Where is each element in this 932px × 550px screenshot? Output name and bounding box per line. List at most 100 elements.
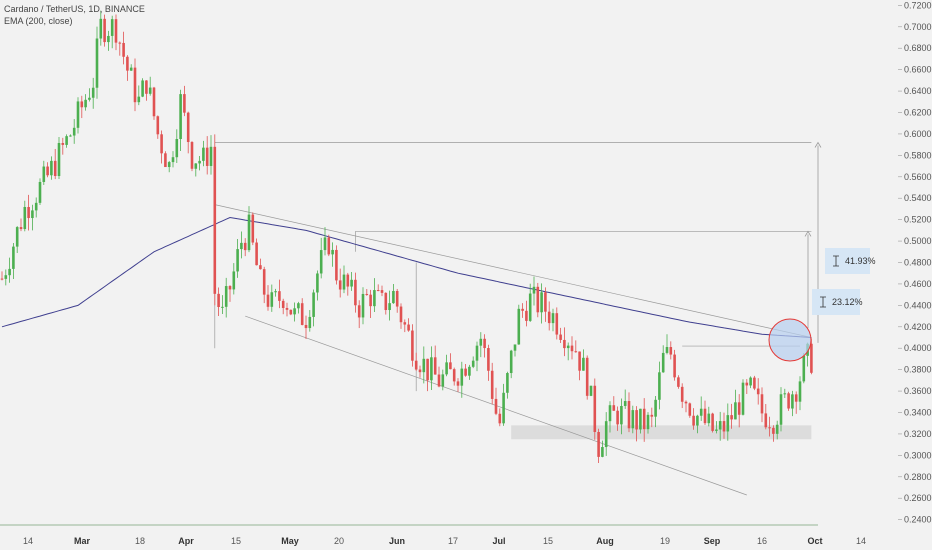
candle-body[interactable] xyxy=(589,385,593,396)
candle-body[interactable] xyxy=(506,373,509,393)
candle-body[interactable] xyxy=(414,360,418,370)
candle-body[interactable] xyxy=(756,388,760,395)
candle-body[interactable] xyxy=(753,377,756,389)
candle-body[interactable] xyxy=(80,101,84,108)
candle-body[interactable] xyxy=(783,393,787,395)
candle-body[interactable] xyxy=(126,56,129,71)
candle-body[interactable] xyxy=(323,237,327,251)
candle-body[interactable] xyxy=(228,286,232,290)
candle-body[interactable] xyxy=(350,279,353,287)
candle-body[interactable] xyxy=(411,330,414,361)
candle-body[interactable] xyxy=(544,292,547,312)
candle-body[interactable] xyxy=(251,214,255,243)
symbol-title[interactable]: Cardano / TetherUS, 1D, BINANCE xyxy=(4,4,145,14)
candle-body[interactable] xyxy=(513,344,517,351)
candle-body[interactable] xyxy=(555,313,559,335)
candle-body[interactable] xyxy=(76,101,80,128)
candle-body[interactable] xyxy=(692,415,695,426)
candle-body[interactable] xyxy=(787,393,790,409)
candle-body[interactable] xyxy=(213,146,217,294)
candle-body[interactable] xyxy=(452,369,456,382)
candle-body[interactable] xyxy=(110,19,114,36)
candle-body[interactable] xyxy=(715,429,718,431)
candle-body[interactable] xyxy=(88,97,91,100)
indicator-title[interactable]: EMA (200, close) xyxy=(4,16,73,26)
candle-body[interactable] xyxy=(471,360,475,367)
candle-body[interactable] xyxy=(684,401,688,404)
candle-body[interactable] xyxy=(236,249,239,272)
candle-body[interactable] xyxy=(316,273,319,293)
candle-body[interactable] xyxy=(183,94,186,113)
candle-body[interactable] xyxy=(27,206,30,219)
candle-body[interactable] xyxy=(107,35,110,43)
candle-body[interactable] xyxy=(198,160,201,164)
candle-body[interactable] xyxy=(521,308,524,311)
candle-body[interactable] xyxy=(407,324,410,331)
candle-body[interactable] xyxy=(141,80,144,97)
candle-body[interactable] xyxy=(114,19,118,43)
candle-body[interactable] xyxy=(338,280,342,290)
candle-body[interactable] xyxy=(688,403,692,416)
candle-body[interactable] xyxy=(42,166,46,182)
candle-body[interactable] xyxy=(346,274,350,287)
candle-body[interactable] xyxy=(441,374,445,387)
candle-body[interactable] xyxy=(718,421,722,430)
candle-body[interactable] xyxy=(281,300,285,308)
candle-body[interactable] xyxy=(418,369,422,373)
support-zone[interactable] xyxy=(511,425,812,440)
candle-body[interactable] xyxy=(642,408,646,430)
candle-body[interactable] xyxy=(335,249,338,281)
candle-body[interactable] xyxy=(566,345,570,349)
candle-body[interactable] xyxy=(547,311,551,324)
candle-body[interactable] xyxy=(312,292,315,317)
candle-body[interactable] xyxy=(483,338,486,349)
candle-body[interactable] xyxy=(164,153,167,168)
candle-body[interactable] xyxy=(137,96,141,103)
candle-body[interactable] xyxy=(186,112,190,143)
candle-body[interactable] xyxy=(23,206,27,230)
candle-body[interactable] xyxy=(297,303,300,309)
candle-body[interactable] xyxy=(331,249,334,255)
candle-body[interactable] xyxy=(278,291,281,301)
candle-body[interactable] xyxy=(654,399,657,417)
candle-body[interactable] xyxy=(304,324,308,329)
candle-body[interactable] xyxy=(72,127,76,136)
candle-body[interactable] xyxy=(232,271,236,290)
candle-body[interactable] xyxy=(734,402,737,420)
candle-body[interactable] xyxy=(608,405,612,422)
candle-body[interactable] xyxy=(179,94,182,140)
candle-body[interactable] xyxy=(730,415,733,420)
candle-body[interactable] xyxy=(585,357,589,396)
candle-body[interactable] xyxy=(726,415,730,432)
candle-body[interactable] xyxy=(61,143,65,145)
candle-body[interactable] xyxy=(798,381,802,402)
candle-body[interactable] xyxy=(57,143,61,177)
candle-body[interactable] xyxy=(810,343,813,373)
candle-body[interactable] xyxy=(0,278,4,280)
trendline[interactable] xyxy=(214,204,812,338)
candle-body[interactable] xyxy=(262,269,266,295)
candle-body[interactable] xyxy=(487,348,490,371)
candle-body[interactable] xyxy=(156,116,160,135)
candle-body[interactable] xyxy=(369,294,372,307)
candle-body[interactable] xyxy=(433,357,437,375)
candle-body[interactable] xyxy=(456,381,460,386)
candle-body[interactable] xyxy=(175,139,179,158)
candle-body[interactable] xyxy=(536,286,540,313)
candle-body[interactable] xyxy=(50,160,53,176)
candle-body[interactable] xyxy=(103,18,106,43)
candle-body[interactable] xyxy=(665,347,669,353)
candle-body[interactable] xyxy=(707,413,711,424)
candle-body[interactable] xyxy=(270,292,274,307)
candle-body[interactable] xyxy=(741,382,745,415)
candle-body[interactable] xyxy=(559,334,562,340)
candle-body[interactable] xyxy=(8,268,11,276)
candle-body[interactable] xyxy=(627,401,631,429)
candle-body[interactable] xyxy=(532,286,536,294)
candle-body[interactable] xyxy=(285,307,289,310)
candle-body[interactable] xyxy=(160,134,163,154)
candle-body[interactable] xyxy=(395,290,399,307)
candle-body[interactable] xyxy=(646,414,650,430)
candle-body[interactable] xyxy=(167,162,171,168)
candle-body[interactable] xyxy=(631,410,635,429)
